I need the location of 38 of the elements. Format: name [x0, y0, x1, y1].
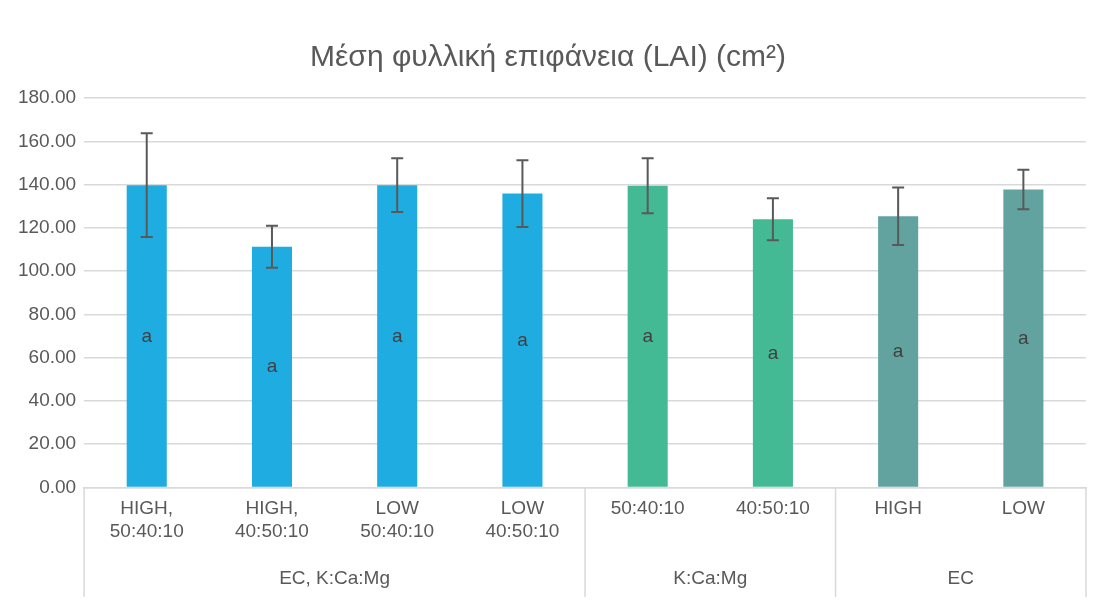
- text: EC, K:Ca:Mg: [279, 567, 391, 589]
- x-tick-label: HIGH, 50:40:10: [109, 497, 184, 541]
- bar: [251, 246, 293, 487]
- y-tick-label: 160.00: [17, 129, 77, 151]
- data-label: a: [1018, 326, 1030, 348]
- y-tick-label: 0.00: [39, 475, 77, 497]
- data-label: a: [767, 341, 779, 363]
- data-label: a: [391, 324, 403, 346]
- y-tick-label: 120.00: [17, 216, 77, 238]
- y-tick-label: 100.00: [17, 259, 77, 281]
- bar: [502, 193, 543, 487]
- bar: [126, 185, 167, 487]
- bar: [377, 185, 418, 487]
- bar: [1003, 189, 1044, 487]
- x-tick-label: 50:40:10: [610, 497, 685, 519]
- chart-title: Μέση φυλλική επιφάνεια (LAI) (cm²): [309, 39, 787, 73]
- text: EC: [947, 567, 974, 589]
- y-tick-label: 180.00: [17, 86, 77, 108]
- bar: [752, 219, 793, 487]
- y-tick-label: 140.00: [17, 172, 77, 194]
- x-tick-label: LOW: [1001, 497, 1046, 519]
- x-tick-label: HIGH, 40:50:10: [234, 497, 309, 541]
- bar: [627, 185, 668, 487]
- y-tick-label: 20.00: [28, 432, 77, 454]
- x-tick-label: 40:50:10: [735, 497, 810, 519]
- y-tick-label: 80.00: [28, 302, 77, 324]
- text: K:Ca:Mg: [673, 567, 748, 589]
- data-label: a: [892, 340, 904, 362]
- x-tick-label: LOW 50:40:10: [360, 497, 435, 541]
- y-tick-label: 60.00: [28, 345, 77, 367]
- x-tick-label: HIGH: [874, 497, 922, 519]
- data-label: a: [642, 324, 654, 346]
- x-tick-label: LOW 40:50:10: [485, 497, 560, 541]
- bar: [878, 216, 919, 487]
- data-label: a: [517, 328, 529, 350]
- y-tick-label: 40.00: [28, 389, 77, 411]
- data-label: a: [266, 355, 278, 377]
- data-label: a: [141, 324, 153, 346]
